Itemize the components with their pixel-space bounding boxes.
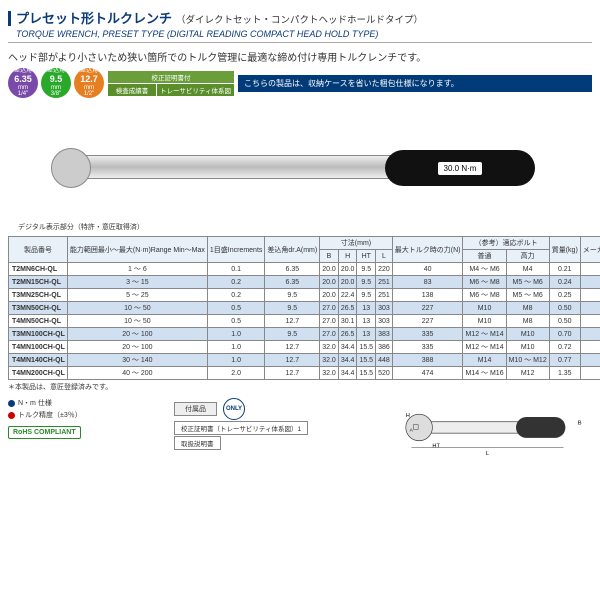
table-row: T2MN15CH-QL3 ～ 150.26.3520.020.09.525183… xyxy=(9,276,600,289)
page-title: プレセット形トルクレンチ （ダイレクトセット・コンパクトヘッドホールドタイプ） xyxy=(8,8,592,27)
svg-text:B: B xyxy=(578,421,582,427)
drive-badge: 差込角12.7mm1/2" xyxy=(74,68,104,98)
display-value: 30.0 N·m xyxy=(438,162,483,175)
th-force: 最大トルク時の力(N) xyxy=(392,237,463,263)
description: ヘッド部がより小さいため狭い箇所でのトルク管理に最適な締め付け専用トルクレンチで… xyxy=(8,47,592,68)
table-row: T2MN6CH-QL1 ～ 60.16.3520.020.09.522040M4… xyxy=(9,263,600,276)
cert-label: 校正証明書付 xyxy=(108,71,234,83)
drive-badge: 差込角9.5mm3/8" xyxy=(41,68,71,98)
rohs-badge: RoHS COMPLIANT xyxy=(8,426,81,439)
th-range: 能力範囲最小～最大(N·m)Range Min～Max xyxy=(67,237,207,263)
table-row: T3MN25CH-QL5 ～ 250.29.520.022.49.5251138… xyxy=(9,289,600,302)
included-item: 校正証明書（トレーサビリティ体系図）1 xyxy=(174,421,308,435)
th-bolt-h: 高力 xyxy=(506,250,549,263)
svg-text:L: L xyxy=(486,451,489,457)
th-dim: 寸法(mm) xyxy=(320,237,393,250)
bottom-row: N・m 仕様 トルク精度（±3％） RoHS COMPLIANT 付属品 ONLY… xyxy=(8,398,592,467)
title-sub: （ダイレクトセット・コンパクトヘッドホールドタイプ） xyxy=(176,15,423,26)
table-footnote: ＊本製品は、意匠登録済みです。 xyxy=(8,382,592,392)
table-row: T4MN140CH-QL30 ～ 1401.012.732.034.415.54… xyxy=(9,354,600,367)
inspect-label: 検査成績書 xyxy=(108,84,156,96)
th-b: B xyxy=(320,250,339,263)
included-header: 付属品 xyxy=(174,402,217,416)
dot-icon xyxy=(8,412,15,419)
table-row: T4MN100CH-QL20 ～ 1001.012.732.034.415.53… xyxy=(9,341,600,354)
product-image: 30.0 N·m デジタル表示部分（特許・意匠取得済） xyxy=(8,102,592,232)
table-row: T3MN50CH-QL10 ～ 500.59.527.026.513303227… xyxy=(9,302,600,315)
bullet-tol: トルク精度（±3％） xyxy=(8,410,168,420)
notice-bar: こちらの製品は、収納ケースを省いた梱包仕様になります。 xyxy=(238,75,592,92)
drive-badge: 差込角6.35mm1/4" xyxy=(8,68,38,98)
th-l: L xyxy=(376,250,393,263)
th-drive: 差込角dr.A(mm) xyxy=(265,237,320,263)
only-badge: ONLY xyxy=(223,398,245,420)
table-row: T4MN200CH-QL40 ～ 2002.012.732.034.415.55… xyxy=(9,367,600,380)
th-bolt: （参考）適応ボルト xyxy=(463,237,549,250)
title-jp: プレセット形トルクレンチ xyxy=(8,11,172,26)
image-caption: デジタル表示部分（特許・意匠取得済） xyxy=(18,222,144,232)
th-bolt-n: 普通 xyxy=(463,250,506,263)
table-row: T4MN50CH-QL10 ～ 500.512.727.030.11330322… xyxy=(9,315,600,328)
included-item: 取扱説明書 xyxy=(174,436,221,450)
bullet-nm: N・m 仕様 xyxy=(8,398,168,408)
table-row: T3MN100CH-QL20 ～ 1001.09.527.026.5133833… xyxy=(9,328,600,341)
th-h: H xyxy=(338,250,357,263)
label-box: 校正証明書付 検査成績書 トレーサビリティ体系図 xyxy=(108,71,234,96)
badge-row: 差込角6.35mm1/4"差込角9.5mm3/8"差込角12.7mm1/2" 校… xyxy=(8,68,592,98)
th-product: 製品番号 xyxy=(9,237,68,263)
th-ht: HT xyxy=(357,250,376,263)
th-mass: 質量(kg) xyxy=(549,237,580,263)
title-en: TORQUE WRENCH, PRESET TYPE (DIGITAL READ… xyxy=(16,29,592,39)
dot-icon xyxy=(8,400,15,407)
svg-text:H: H xyxy=(406,413,410,419)
svg-text:HT: HT xyxy=(432,443,440,449)
spec-table: 製品番号 能力範囲最小～最大(N·m)Range Min～Max 1目盛Incr… xyxy=(8,236,600,380)
trace-label: トレーサビリティ体系図 xyxy=(157,84,234,96)
th-incr: 1目盛Increments xyxy=(207,237,265,263)
th-price: メーカー希望小売価格 xyxy=(580,237,600,263)
dimension-diagram: L H B HT A xyxy=(402,398,592,467)
divider xyxy=(8,42,592,43)
